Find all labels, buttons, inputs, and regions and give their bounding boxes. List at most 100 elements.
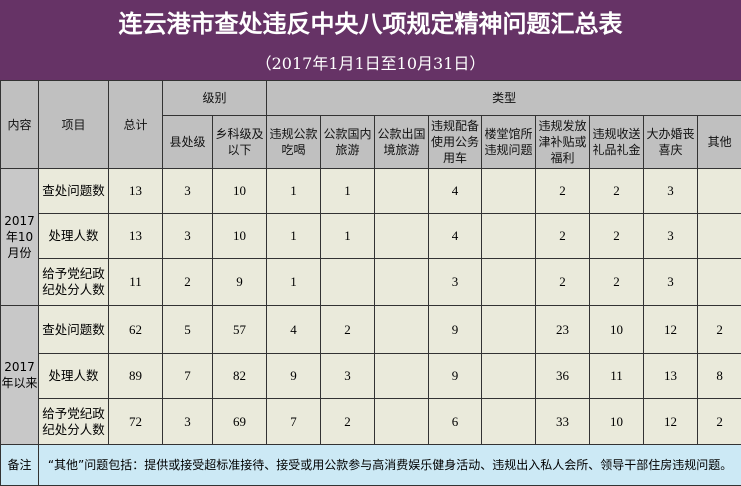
value-cell: 7 bbox=[266, 398, 322, 445]
value-cell: 3 bbox=[643, 213, 699, 259]
value-cell: 3 bbox=[162, 168, 213, 214]
header-type: 违规发放津补贴或福利 bbox=[535, 115, 591, 169]
header-type: 大办婚丧喜庆 bbox=[643, 115, 699, 169]
value-cell bbox=[374, 353, 430, 399]
value-cell: 1 bbox=[320, 213, 376, 259]
value-cell bbox=[481, 398, 537, 445]
value-cell: 3 bbox=[643, 258, 699, 306]
table-row: 给予党纪政纪处分人数 11 2 9 1 3 2 2 3 bbox=[1, 258, 741, 306]
value-cell bbox=[481, 353, 537, 399]
header-type: 公款国内旅游 bbox=[320, 115, 376, 169]
header-row-2: 县处级 乡科级及以下 违规公款吃喝 公款国内旅游 公款出国境旅游 违规配备使用公务用车 楼堂… bbox=[1, 115, 741, 169]
header-type: 违规配备使用公务用车 bbox=[428, 115, 483, 169]
value-cell: 10 bbox=[211, 168, 268, 214]
value-cell bbox=[697, 258, 741, 306]
value-cell: 1 bbox=[320, 168, 376, 214]
header-type-group: 类型 bbox=[266, 80, 741, 116]
value-cell: 13 bbox=[643, 353, 699, 399]
value-cell: 1 bbox=[266, 213, 322, 259]
title-band: 连云港市查处违反中央八项规定精神问题汇总表 （2017年1月1日至10月31日） bbox=[0, 0, 741, 80]
value-cell bbox=[374, 258, 430, 306]
header-row-1: 内容 项目 总计 级别 类型 bbox=[0, 80, 741, 169]
table-row: 处理人数 89 7 82 9 3 9 36 11 13 8 bbox=[1, 353, 741, 399]
value-cell: 62 bbox=[108, 305, 163, 354]
row-item-label: 给予党纪政纪处分人数 bbox=[38, 398, 109, 445]
value-cell: 9 bbox=[428, 305, 483, 354]
header-type: 楼堂馆所违规问题 bbox=[481, 115, 537, 169]
value-cell bbox=[374, 305, 430, 354]
date-range-subtitle: （2017年1月1日至10月31日） bbox=[255, 54, 486, 73]
period-label: 2017年以来 bbox=[0, 305, 39, 445]
page-title: 连云港市查处违反中央八项规定精神问题汇总表 bbox=[118, 9, 623, 38]
value-cell: 12 bbox=[643, 398, 699, 445]
row-item-label: 给予党纪政纪处分人数 bbox=[38, 258, 109, 306]
value-cell: 1 bbox=[266, 168, 322, 214]
value-cell: 9 bbox=[211, 258, 268, 306]
value-cell: 3 bbox=[643, 168, 699, 214]
value-cell: 11 bbox=[108, 258, 163, 306]
header-total: 总计 bbox=[108, 80, 163, 169]
value-cell: 2 bbox=[589, 213, 645, 259]
value-cell: 2 bbox=[589, 168, 645, 214]
value-cell: 7 bbox=[162, 353, 213, 399]
value-cell: 4 bbox=[428, 168, 483, 214]
value-cell bbox=[481, 168, 537, 214]
value-cell: 2 bbox=[589, 258, 645, 306]
value-cell: 11 bbox=[589, 353, 645, 399]
value-cell: 36 bbox=[535, 353, 591, 399]
note-row: 备注 “其他”问题包括：提供或接受超标准接待、接受或用公款参与高消费娱乐健身活动、… bbox=[0, 444, 741, 486]
note-label: 备注 bbox=[0, 444, 39, 486]
value-cell: 8 bbox=[697, 353, 741, 399]
row-item-label: 查处问题数 bbox=[38, 168, 109, 214]
value-cell: 12 bbox=[643, 305, 699, 354]
value-cell bbox=[481, 258, 537, 306]
header-type: 违规公款吃喝 bbox=[266, 115, 322, 169]
value-cell: 3 bbox=[320, 353, 376, 399]
value-cell: 10 bbox=[589, 398, 645, 445]
value-cell: 2 bbox=[697, 398, 741, 445]
summary-table: 内容 项目 总计 级别 类型 县处级 乡科级及以下 违规公款吃喝 公款国内旅游 公款出国… bbox=[0, 80, 741, 486]
header-level: 乡科级及以下 bbox=[211, 115, 268, 169]
value-cell: 69 bbox=[211, 398, 268, 445]
value-cell: 4 bbox=[266, 305, 322, 354]
value-cell: 3 bbox=[162, 213, 213, 259]
period-label: 2017年10月份 bbox=[0, 168, 39, 306]
value-cell: 4 bbox=[428, 213, 483, 259]
value-cell bbox=[481, 213, 537, 259]
table-row: 给予党纪政纪处分人数 72 3 69 7 2 6 33 10 12 2 bbox=[1, 398, 741, 445]
value-cell bbox=[374, 398, 430, 445]
value-cell: 10 bbox=[211, 213, 268, 259]
value-cell: 2 bbox=[320, 305, 376, 354]
value-cell bbox=[481, 305, 537, 354]
value-cell: 2 bbox=[162, 258, 213, 306]
value-cell: 2 bbox=[697, 305, 741, 354]
value-cell: 10 bbox=[589, 305, 645, 354]
value-cell: 13 bbox=[108, 213, 163, 259]
header-type: 公款出国境旅游 bbox=[374, 115, 430, 169]
note-text: “其他”问题包括：提供或接受超标准接待、接受或用公款参与高消费娱乐健身活动、违规… bbox=[37, 444, 741, 486]
value-cell: 6 bbox=[428, 398, 483, 445]
value-cell bbox=[374, 213, 430, 259]
value-cell: 2 bbox=[535, 168, 591, 214]
row-item-label: 处理人数 bbox=[38, 353, 109, 399]
value-cell: 5 bbox=[162, 305, 213, 354]
row-item-label: 处理人数 bbox=[38, 213, 109, 259]
table-row: 处理人数 13 3 10 1 1 4 2 2 3 bbox=[1, 213, 741, 259]
value-cell bbox=[320, 258, 376, 306]
value-cell: 2 bbox=[535, 258, 591, 306]
table-row: 2017年以来 查处问题数 62 5 57 4 2 9 23 10 12 2 bbox=[0, 305, 741, 445]
value-cell: 1 bbox=[266, 258, 322, 306]
value-cell: 57 bbox=[211, 305, 268, 354]
value-cell: 13 bbox=[108, 168, 163, 214]
value-cell bbox=[374, 168, 430, 214]
header-type: 其他 bbox=[697, 115, 741, 169]
value-cell: 9 bbox=[266, 353, 322, 399]
header-type: 违规收送礼品礼金 bbox=[589, 115, 645, 169]
value-cell: 3 bbox=[428, 258, 483, 306]
value-cell: 72 bbox=[108, 398, 163, 445]
value-cell: 23 bbox=[535, 305, 591, 354]
value-cell: 33 bbox=[535, 398, 591, 445]
value-cell bbox=[697, 213, 741, 259]
header-item: 项目 bbox=[38, 80, 109, 169]
header-level: 县处级 bbox=[162, 115, 213, 169]
